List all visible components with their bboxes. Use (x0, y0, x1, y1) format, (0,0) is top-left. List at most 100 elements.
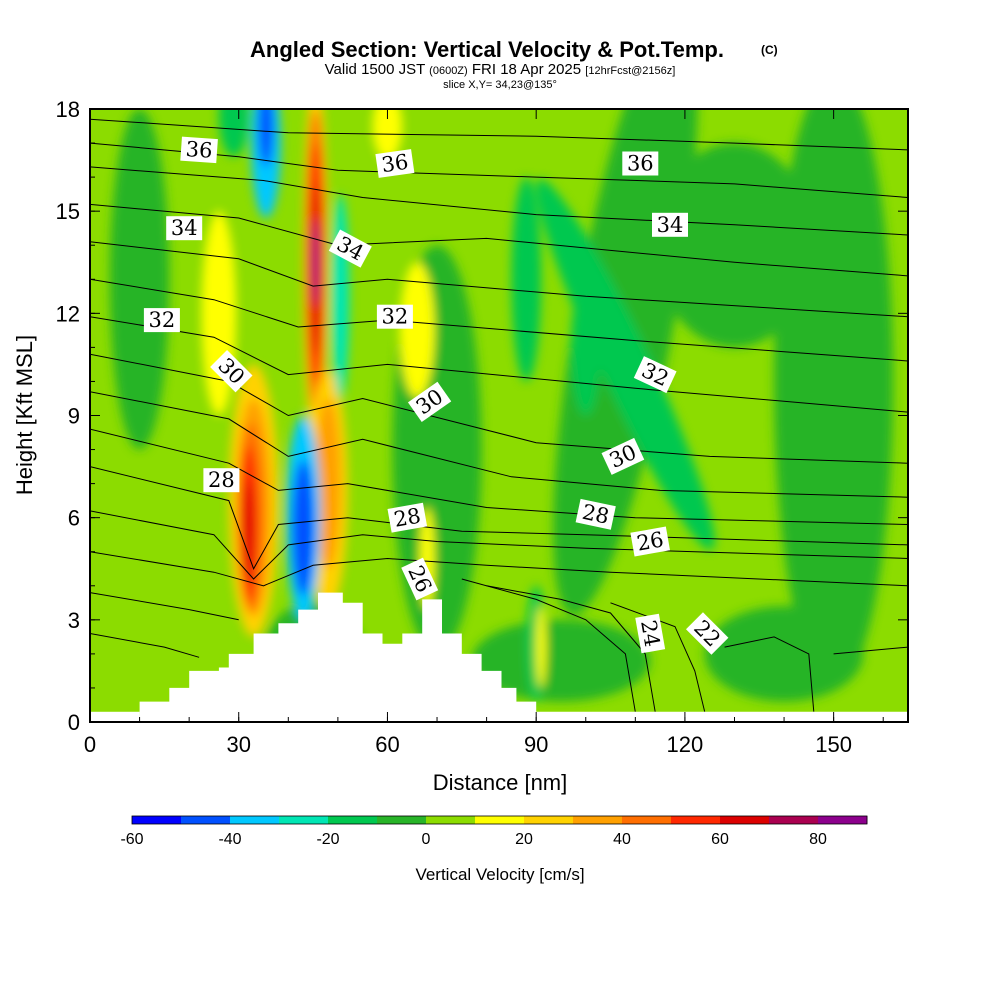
valid-time-utc: (0600Z) (429, 65, 468, 77)
y-tick-label: 0 (68, 710, 80, 735)
colorbar-swatch (426, 816, 476, 824)
theta-contour-line (90, 278, 908, 362)
contour-label-box (601, 437, 645, 475)
contour-label-text: 28 (392, 504, 422, 532)
y-tick-label: 18 (56, 97, 80, 122)
contour-label: 34 (166, 216, 203, 241)
colorbar: -60 -40 -20 0 20 40 60 80 (120, 815, 868, 848)
contour-label-text: 32 (382, 305, 409, 329)
contour-label: 34 (328, 229, 372, 268)
colorbar-tick-label: 20 (515, 831, 533, 848)
forecast-info: [12hrFcst@2156z] (585, 65, 675, 77)
colorbar-swatch (132, 816, 182, 824)
contour-label: 28 (575, 498, 616, 530)
colorbar-tick-label: -40 (218, 831, 241, 848)
velocity-cell (511, 177, 542, 382)
x-tick-label: 0 (84, 732, 96, 757)
velocity-cell (655, 143, 814, 348)
colorbar-swatch (475, 816, 525, 824)
contour-label-box (328, 229, 372, 268)
y-tick-label: 9 (68, 404, 80, 429)
velocity-cell (471, 619, 651, 702)
theta-contour-line (90, 428, 908, 525)
velocity-cell (315, 398, 341, 569)
x-tick-label: 120 (667, 732, 704, 757)
contour-label-text: 36 (627, 152, 654, 176)
contour-label-text: 36 (380, 150, 410, 177)
valid-date: FRI 18 Apr 2025 (472, 61, 581, 78)
velocity-cell (292, 459, 315, 596)
contour-label-box (622, 151, 659, 176)
colorbar-tick-label: 60 (711, 831, 729, 848)
velocity-cell (570, 279, 601, 416)
theta-contour-line (461, 578, 636, 712)
contour-label-text: 24 (636, 618, 664, 648)
colorbar-swatch (230, 816, 280, 824)
velocity-cell (312, 217, 319, 307)
x-tick-label: 90 (524, 732, 548, 757)
contour-label: 36 (180, 136, 218, 164)
theta-contour-line (90, 466, 908, 570)
chart-title: Angled Section: Vertical Velocity & Pot.… (250, 37, 724, 62)
colorbar-swatch (622, 816, 672, 824)
x-tick-label: 30 (226, 732, 250, 757)
velocity-cell (774, 109, 894, 688)
contour-label: 36 (375, 149, 415, 178)
contour-label-box (387, 502, 428, 533)
velocity-cell (704, 606, 864, 702)
theta-contour-line (90, 391, 908, 498)
theta-contour-line (90, 203, 908, 277)
colorbar-swatch (720, 816, 770, 824)
contour-label-text: 28 (580, 500, 611, 529)
colorbar-swatch (769, 816, 819, 824)
colorbar-tick-label: 40 (613, 831, 631, 848)
colorbar-tick-label: 80 (809, 831, 827, 848)
theta-contour-line (90, 241, 908, 318)
y-axis-label: Height [Kft MSL] (12, 335, 37, 495)
contour-label-text: 28 (208, 468, 235, 492)
contour-label-text: 34 (657, 213, 684, 237)
theta-contour-line (90, 118, 908, 151)
velocity-cell (109, 109, 170, 450)
contour-label: 32 (143, 308, 180, 333)
contour-label-box (575, 498, 616, 530)
colorbar-swatch (377, 816, 427, 824)
contour-label-text: 32 (149, 308, 176, 332)
colorbar-tick-label: 0 (422, 831, 431, 848)
velocity-cell (536, 606, 547, 688)
y-tick-label: 6 (68, 506, 80, 531)
contour-label-box (143, 308, 180, 333)
contour-label-box (180, 136, 218, 164)
colorbar-swatch (818, 816, 868, 824)
slice-info: slice X,Y= 34,23@135° (443, 79, 557, 91)
contour-label-box (401, 557, 439, 601)
y-tick-label: 3 (68, 608, 80, 633)
colorbar-swatch (671, 816, 721, 824)
theta-contour-line (610, 602, 706, 712)
contour-label: 34 (652, 212, 688, 237)
theta-contour-line (90, 551, 908, 587)
colorbar-frame (131, 815, 868, 825)
velocity-cell (218, 109, 249, 157)
contour-label-box (203, 468, 240, 493)
x-tick-label: 150 (815, 732, 852, 757)
velocity-cell (536, 178, 715, 550)
velocity-cell (399, 262, 435, 399)
colorbar-swatch (279, 816, 329, 824)
colorbar-swatch (573, 816, 623, 824)
chart-subtitle: Valid 1500 JST (0600Z) FRI 18 Apr 2025 [… (325, 61, 676, 78)
contour-label: 26 (630, 526, 671, 557)
x-axis-label: Distance [nm] (433, 770, 568, 795)
y-tick-label: 12 (56, 301, 80, 326)
contour-label-box (210, 349, 253, 393)
colorbar-swatch (181, 816, 231, 824)
chart-title-units: (C) (761, 43, 778, 57)
x-axis: 0 30 60 90 120 150 (84, 109, 884, 757)
theta-contour-line (90, 166, 908, 236)
contour-label-text: 34 (171, 216, 198, 240)
theta-contour-line (724, 636, 815, 712)
colorbar-tick-label: -20 (316, 831, 339, 848)
theta-contour-line (90, 316, 908, 413)
velocity-cell (258, 109, 274, 167)
